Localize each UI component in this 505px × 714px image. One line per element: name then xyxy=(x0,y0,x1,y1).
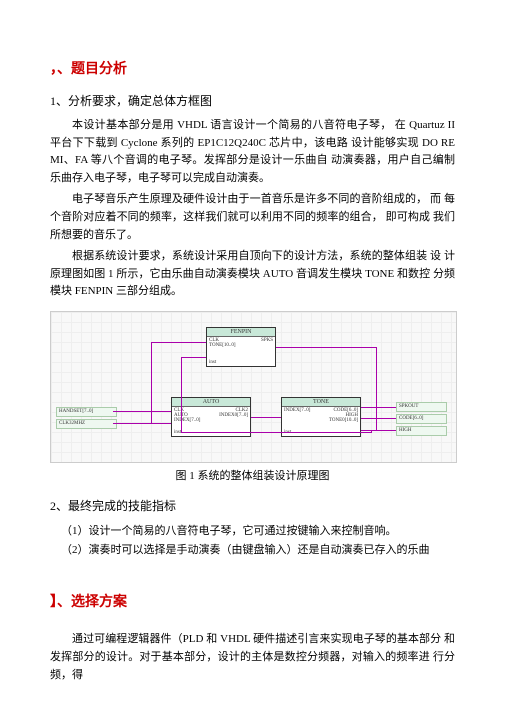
wire-14 xyxy=(371,430,372,433)
section2-title: 】、选择方案 xyxy=(50,591,455,611)
wire-6 xyxy=(361,430,396,431)
section1-title: ，、题目分析 xyxy=(50,58,455,78)
io-code-label: CODE[6..0] xyxy=(396,414,447,424)
fenpin-block: FENPIN CLK SPKS TONE[10..0] inst xyxy=(206,327,276,367)
figure1-caption: 图 1 系统的整体组装设计原理图 xyxy=(50,467,455,483)
fenpin-pin-tone: TONE[10..0] xyxy=(209,343,236,348)
system-diagram: HANDSET[7..0] CLK32MHZ FENPIN CLK SPKS T… xyxy=(50,311,457,463)
section1-li2: （2）演奏时可以选择是手动演奏（由键盘输入）还是自动演奏已存入的乐曲 xyxy=(61,541,455,560)
spacer xyxy=(50,559,455,583)
wire-13 xyxy=(181,432,371,433)
wire-8 xyxy=(151,342,152,424)
io-high-label: HIGH xyxy=(396,426,447,436)
wire-1 xyxy=(113,411,171,412)
section1-li1: （1）设计一个简易的八音符电子琴，它可通过按键输入来控制音响。 xyxy=(61,522,455,541)
wire-10 xyxy=(376,347,377,430)
tone-pin-tone2: TONE0[10..0] xyxy=(329,418,358,423)
tone-header: TONE xyxy=(282,398,360,407)
auto-pin-index: INDEX[7..0] xyxy=(174,418,200,423)
wire-11 xyxy=(181,357,206,358)
section1-sub1: 1、分析要求，确定总体方框图 xyxy=(50,92,455,109)
wire-5 xyxy=(361,418,396,419)
wire-7 xyxy=(151,342,206,343)
wire-3 xyxy=(251,417,281,418)
wire-12 xyxy=(181,357,182,432)
spacer-2 xyxy=(50,619,455,627)
wire-2 xyxy=(113,423,171,424)
fenpin-pin-spks: SPKS xyxy=(261,338,273,343)
section1-sub2: 2、最终完成的技能指标 xyxy=(50,497,455,514)
section1-p2: 电子琴音乐产生原理及硬件设计由于一首音乐是许多不同的音阶组成的， 而 每个音阶对… xyxy=(50,191,455,244)
document-page: ，、题目分析 1、分析要求，确定总体方框图 本设计基本部分是用 VHDL 语言设… xyxy=(0,0,505,714)
section1-p1: 本设计基本部分是用 VHDL 语言设计一个简易的八音符电子琴， 在 Quartu… xyxy=(50,117,455,187)
fenpin-header: FENPIN xyxy=(207,328,275,337)
auto-header: AUTO xyxy=(172,398,250,407)
auto-pin-index0: INDEX0[7..0] xyxy=(219,413,248,418)
fenpin-inst: inst xyxy=(209,360,216,365)
io-clk32-label: CLK32MHZ xyxy=(56,419,117,429)
figure1-container: HANDSET[7..0] CLK32MHZ FENPIN CLK SPKS T… xyxy=(50,311,455,483)
section2-p1: 通过可编程逻辑器件（PLD 和 VHDL 硬件描述引言来实现电子琴的基本部分 和… xyxy=(50,631,455,684)
wire-9 xyxy=(276,347,376,348)
wire-4 xyxy=(361,407,396,408)
auto-block: AUTO CLK CLK2 AUTO INDEX0[7..0] INDEX[7.… xyxy=(171,397,251,437)
tone-pin-index: INDEX[7..0] xyxy=(284,408,310,413)
io-spkout-label: SPKOUT xyxy=(396,402,447,412)
io-handset-label: HANDSET[7..0] xyxy=(56,407,117,417)
section1-p3: 根据系统设计要求，系统设计采用自顶向下的设计方法，系统的整体组装 设 计原理图如… xyxy=(50,248,455,301)
tone-block: TONE INDEX[7..0] CODE[6..0] HIGH TONE0[1… xyxy=(281,397,361,437)
